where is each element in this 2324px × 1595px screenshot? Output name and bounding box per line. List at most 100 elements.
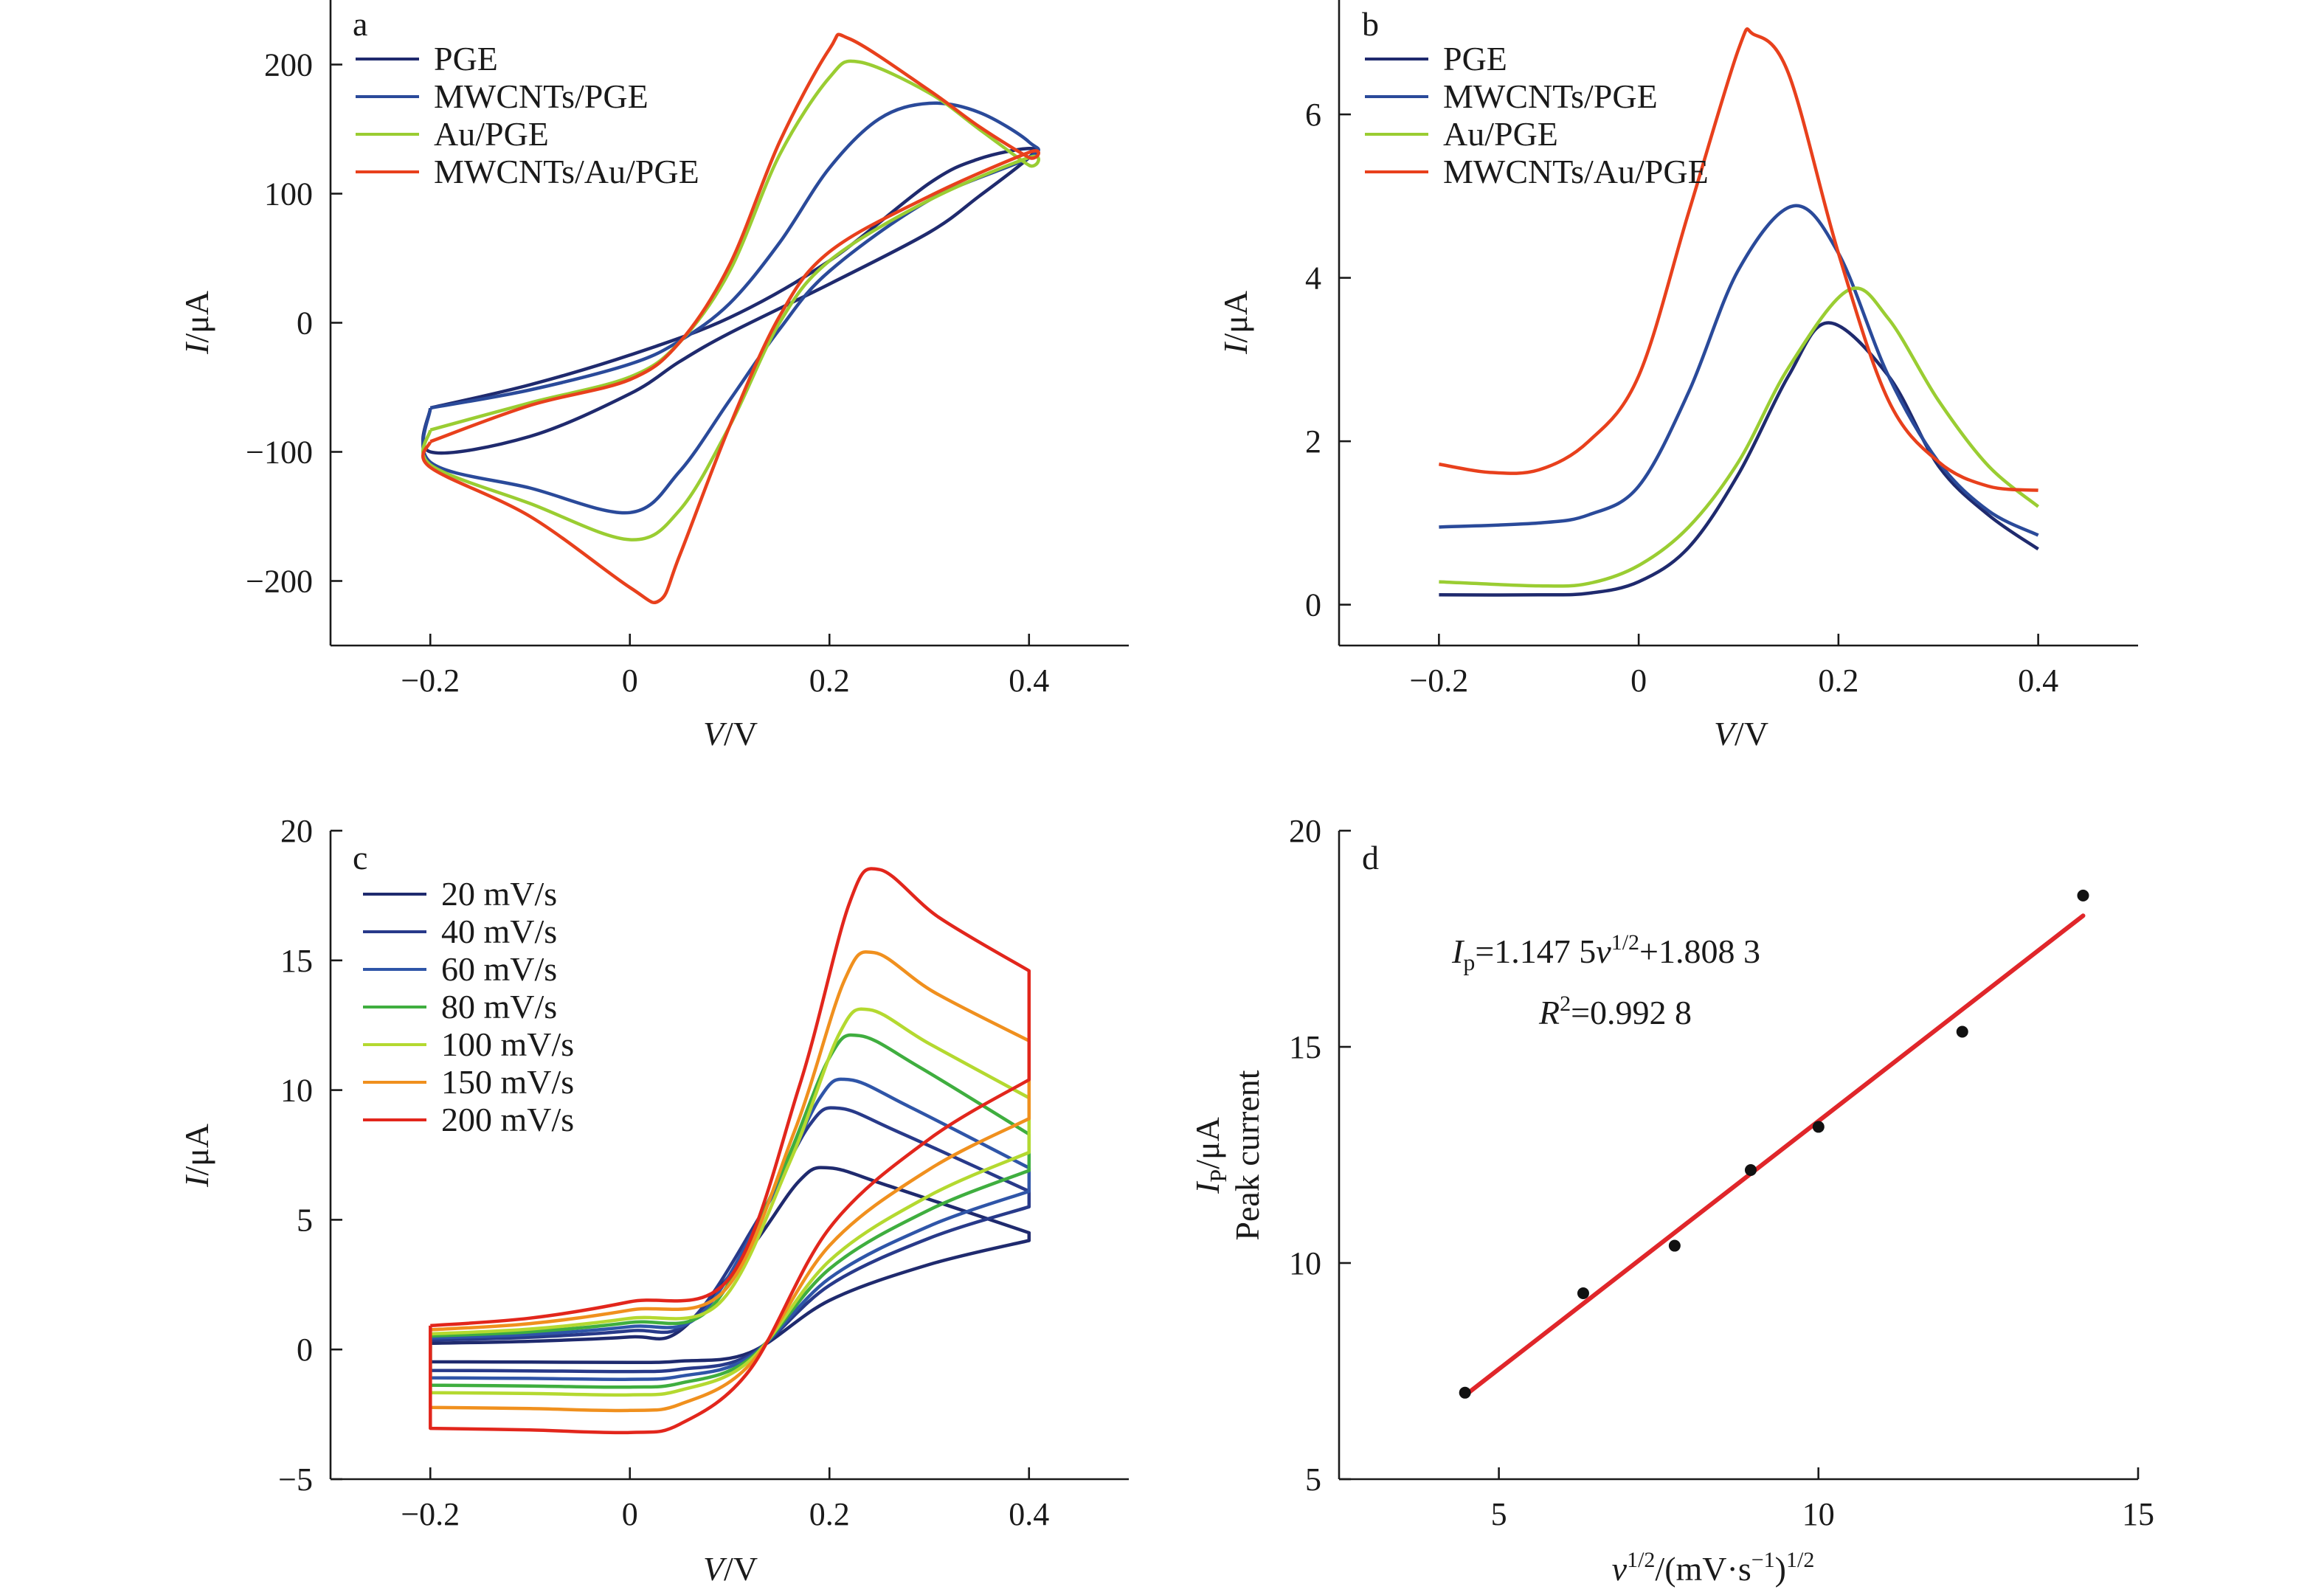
panel-b-y-tick-label: 2 — [1305, 423, 1321, 460]
panel-b-legend-label-pge: PGE — [1443, 40, 1507, 77]
panel-a-legend-label-mwcnts-pge: MWCNTs/PGE — [434, 77, 649, 115]
panel-a-axes: −0.2 0 0.2 0.4 −200 −100 0 100 200 — [246, 0, 1129, 699]
panel-c-curve-80-mv-s — [429, 1033, 1031, 1389]
panel-c-curve-200-mv-s — [429, 867, 1031, 1435]
panel-b-x-label: V/V — [1714, 715, 1768, 752]
panel-c-legend-label-40-mv-s: 40 mV/s — [441, 913, 557, 950]
panel-c-curve-150-mv-s — [429, 950, 1031, 1413]
panel-a-curve-mwcnts-au-pge — [421, 32, 1040, 604]
panel-b-curve-mwcnts-pge — [1439, 204, 2039, 537]
panel-a-y-tick-label: 100 — [264, 176, 313, 212]
panel-a-y-tick-label: −100 — [246, 435, 313, 471]
panel-b-legend-label-mwcnts-au-pge: MWCNTs/Au/PGE — [1443, 153, 1709, 190]
panel-a-y-tick-label: 0 — [297, 305, 313, 342]
panel-c-y-tick-label: 5 — [297, 1202, 313, 1238]
panel-b-x-tick-label: 0.4 — [2018, 662, 2058, 699]
panel-b-x-tick-label: 0 — [1630, 662, 1647, 699]
panel-c-y-label: I/μA — [178, 1124, 215, 1188]
panel-c-legend-label-100-mv-s: 100 mV/s — [441, 1025, 574, 1063]
panel-c-y-tick-label: 10 — [280, 1073, 313, 1109]
panel-c-curve-60-mv-s — [429, 1077, 1031, 1381]
panel-b-legend-label-mwcnts-pge: MWCNTs/PGE — [1443, 77, 1658, 115]
panel-d-y-label-2: Peak current — [1228, 1070, 1266, 1240]
panel-c-curve-100-mv-s — [429, 1007, 1031, 1397]
panel-d-x-label: v1/2/(mV·s−1)1/2 — [1612, 1548, 1815, 1588]
panel-c-y-tick-label: 0 — [297, 1332, 313, 1368]
panel-d: d 5 10 15 5 10 15 20 Ip=1.147 5v1/2+1.808 3 R2… — [1189, 813, 2154, 1588]
panel-d-fit-line — [1462, 913, 2086, 1398]
panel-d-y-tick-label: 5 — [1305, 1461, 1321, 1498]
panel-d-y-tick-label: 20 — [1289, 813, 1321, 849]
panel-a-y-tick-label: −200 — [246, 564, 313, 600]
panel-c: c −0.2 0 0.2 0.4 −5 0 5 10 15 20 20 mV/s40 mV/s60… — [178, 813, 1129, 1588]
panel-d-fit — [1462, 913, 2086, 1398]
panel-d-data-point — [1668, 1239, 1681, 1252]
panel-a-x-tick-label: −0.2 — [401, 662, 460, 699]
panel-d-data-point — [1459, 1386, 1471, 1399]
panel-c-legend-label-150-mv-s: 150 mV/s — [441, 1063, 574, 1101]
panel-b-x-tick-label: 0.2 — [1818, 662, 1858, 699]
panel-d-letter: d — [1362, 839, 1379, 876]
panel-b-x-tick-label: −0.2 — [1409, 662, 1468, 699]
panel-b-y-tick-label: 4 — [1305, 260, 1321, 297]
panel-a-curve-mwcnts-pge — [421, 101, 1040, 515]
panel-c-x-tick-label: 0 — [622, 1496, 638, 1532]
panel-d-data-point — [1744, 1164, 1757, 1177]
panel-d-points — [1459, 889, 2089, 1399]
panel-b-axes: −0.2 0 0.2 0.4 0 2 4 6 — [1305, 0, 2138, 699]
panel-d-x-tick-label: 10 — [1802, 1496, 1835, 1532]
panel-b-legend-label-au-pge: Au/PGE — [1443, 115, 1558, 153]
panel-d-y-tick-label: 10 — [1289, 1245, 1321, 1281]
panel-d-y-label: IP/μA — [1189, 1117, 1231, 1194]
panel-a-y-label: I/μA — [178, 291, 215, 355]
panel-c-legend-label-20-mv-s: 20 mV/s — [441, 875, 557, 913]
panel-c-y-tick-label: 15 — [280, 943, 313, 979]
panel-c-curve-20-mv-s — [429, 1166, 1031, 1365]
panel-a-curves — [421, 32, 1040, 604]
panel-a-letter: a — [353, 5, 367, 43]
panel-b-curves — [1439, 27, 2040, 597]
panel-c-legend-label-60-mv-s: 60 mV/s — [441, 950, 557, 988]
panel-c-curve-40-mv-s — [429, 1106, 1031, 1374]
panel-d-axes: 5 10 15 5 10 15 20 — [1289, 813, 2154, 1532]
panel-d-x-tick-label: 5 — [1491, 1496, 1507, 1532]
panel-b-curve-pge — [1439, 321, 2039, 597]
panel-c-x-label: V/V — [703, 1550, 758, 1588]
panel-c-curves — [429, 867, 1031, 1435]
panel-b-curve-au-pge — [1439, 286, 2040, 588]
panel-d-data-point — [1577, 1287, 1589, 1300]
panel-b-y-tick-label: 0 — [1305, 587, 1321, 623]
panel-a: a −0.2 0 0.2 0.4 −200 −100 0 100 200 PGEMWCNTs/P… — [178, 0, 1129, 752]
panel-a-x-label: V/V — [703, 715, 758, 752]
panel-c-x-tick-label: 0.2 — [809, 1496, 850, 1532]
panel-a-x-tick-label: 0.2 — [809, 662, 850, 699]
panel-c-y-tick-label: −5 — [278, 1461, 313, 1498]
panel-b-letter: b — [1362, 5, 1379, 43]
panel-a-y-tick-label: 200 — [264, 47, 313, 83]
panel-c-x-tick-label: −0.2 — [401, 1496, 460, 1532]
panel-a-legend-label-mwcnts-au-pge: MWCNTs/Au/PGE — [434, 153, 699, 190]
panel-d-data-point — [2077, 889, 2089, 902]
panel-c-axes: −0.2 0 0.2 0.4 −5 0 5 10 15 20 — [278, 813, 1129, 1532]
panel-b-curve-mwcnts-au-pge — [1439, 27, 2038, 492]
panel-c-legend-label-200-mv-s: 200 mV/s — [441, 1101, 574, 1138]
panel-a-legend-label-pge: PGE — [434, 40, 498, 77]
panel-c-x-tick-label: 0.4 — [1009, 1496, 1049, 1532]
panel-d-data-point — [1956, 1025, 1968, 1038]
fit-equation: Ip=1.147 5v1/2+1.808 3 — [1451, 930, 1760, 975]
panel-c-letter: c — [353, 839, 367, 876]
panel-a-x-tick-label: 0 — [622, 662, 638, 699]
panel-d-x-tick-label: 15 — [2122, 1496, 2154, 1532]
panel-b: b −0.2 0 0.2 0.4 0 2 4 6 PGEMWCNTs/PGEAu/PGEMWC… — [1217, 0, 2138, 752]
panel-b-y-label: I/μA — [1217, 291, 1254, 355]
panel-c-y-tick-label: 20 — [280, 813, 313, 849]
panel-d-y-tick-label: 15 — [1289, 1029, 1321, 1065]
fit-r-squared: R2=0.992 8 — [1538, 992, 1692, 1031]
panel-b-y-tick-label: 6 — [1305, 97, 1321, 133]
panel-d-data-point — [1812, 1121, 1825, 1133]
panel-a-x-tick-label: 0.4 — [1009, 662, 1049, 699]
